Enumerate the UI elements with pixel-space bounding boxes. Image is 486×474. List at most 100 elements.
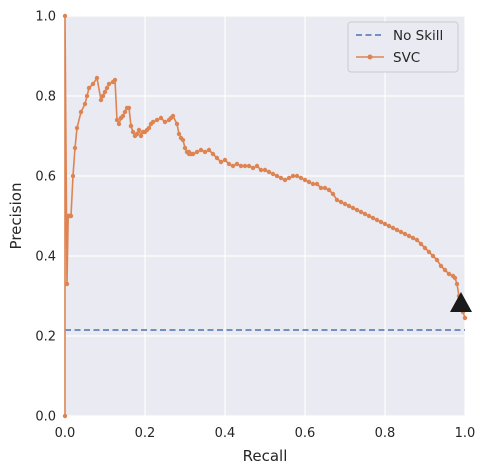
svc-point [90, 81, 96, 87]
svc-point [226, 161, 232, 167]
svc-point [354, 207, 360, 213]
svc-point [334, 197, 340, 203]
svc-point [138, 133, 144, 139]
svc-point [338, 199, 344, 205]
svc-point [286, 175, 292, 181]
y-tick-label: 0.2 [35, 330, 56, 345]
svc-point [82, 101, 88, 107]
svc-point [362, 211, 368, 217]
svc-point [112, 77, 118, 83]
triangle-marker [450, 292, 472, 312]
svc-point [94, 75, 100, 81]
svc-point [414, 237, 420, 243]
svc-point [290, 173, 296, 179]
plot-background [65, 16, 465, 416]
svc-point [270, 171, 276, 177]
svc-point [394, 227, 400, 233]
x-tick-label: 0.8 [375, 426, 396, 441]
svc-point [314, 181, 320, 187]
svc-point [382, 221, 388, 227]
svc-point [206, 147, 212, 153]
svc-point [258, 167, 264, 173]
svc-point [406, 233, 412, 239]
svc-point [418, 241, 424, 247]
svc-point [274, 173, 280, 179]
svc-point [322, 185, 328, 191]
svc-point [180, 137, 186, 143]
x-tick-label: 0.0 [55, 426, 76, 441]
svc-point [176, 131, 182, 137]
svc-point [198, 147, 204, 153]
svc-point [190, 151, 196, 157]
svc-point [194, 149, 200, 155]
svc-point [136, 127, 142, 133]
svc-point [202, 149, 208, 155]
svc-point [318, 185, 324, 191]
svc-point [102, 89, 108, 95]
svc-point [430, 253, 436, 259]
y-tick-label: 0.4 [35, 250, 56, 265]
svc-point [426, 249, 432, 255]
annotation-layer [450, 292, 472, 312]
svc-point [454, 281, 460, 287]
svc-point [116, 121, 122, 127]
y-tick-label: 0.6 [35, 170, 56, 185]
svc-point [438, 263, 444, 269]
svc-point [72, 145, 78, 151]
y-tick-label: 0.8 [35, 90, 56, 105]
series-layer [62, 13, 468, 419]
svc-point [386, 223, 392, 229]
legend-swatch-svc-marker [367, 54, 373, 60]
svc-point [250, 165, 256, 171]
svc-point [234, 161, 240, 167]
svc-point [64, 281, 70, 287]
svc-point [358, 209, 364, 215]
svc-point [446, 271, 452, 277]
svc-point [422, 245, 428, 251]
svc-point [390, 225, 396, 231]
svc-point [230, 163, 236, 169]
legend-label-no-skill: No Skill [393, 28, 443, 44]
x-tick-label: 0.4 [215, 426, 236, 441]
svc-point [266, 169, 272, 175]
svc-point [330, 191, 336, 197]
y-tick-label: 1.0 [35, 10, 56, 25]
svc-point [462, 315, 468, 321]
svc-point [254, 163, 260, 169]
svc-point [302, 177, 308, 183]
svc-point [310, 181, 316, 187]
svc-point [222, 157, 228, 163]
svc-point [282, 177, 288, 183]
svc-point [442, 267, 448, 273]
svc-point [298, 175, 304, 181]
svc-point [98, 97, 104, 103]
svc-point [68, 213, 74, 219]
svc-point [262, 167, 268, 173]
svc-point [218, 159, 224, 165]
svc-point [242, 163, 248, 169]
y-tick-label: 0.0 [35, 410, 56, 425]
svc-point [398, 229, 404, 235]
svc-point [86, 85, 92, 91]
legend-label-svc: SVC [393, 50, 420, 66]
svc-point [374, 217, 380, 223]
svc-point [378, 219, 384, 225]
x-tick-label: 0.6 [295, 426, 316, 441]
svc-point [366, 213, 372, 219]
svc-point [434, 257, 440, 263]
svc-point [350, 205, 356, 211]
tick-labels: 0.0 0.2 0.4 0.6 0.8 1.0 0.0 0.2 0.4 0.6 0.8 1.0 [35, 10, 475, 442]
svc-point [246, 163, 252, 169]
svc-point [182, 145, 188, 151]
svc-point [162, 119, 168, 125]
svc-point [158, 115, 164, 121]
svc-point [62, 13, 68, 19]
svc-point [238, 163, 244, 169]
svc-point [210, 151, 216, 157]
svc-point [134, 131, 140, 137]
legend: No Skill SVC [347, 21, 459, 73]
svc-point [342, 201, 348, 207]
x-tick-label: 1.0 [455, 426, 476, 441]
svc-point [154, 117, 160, 123]
